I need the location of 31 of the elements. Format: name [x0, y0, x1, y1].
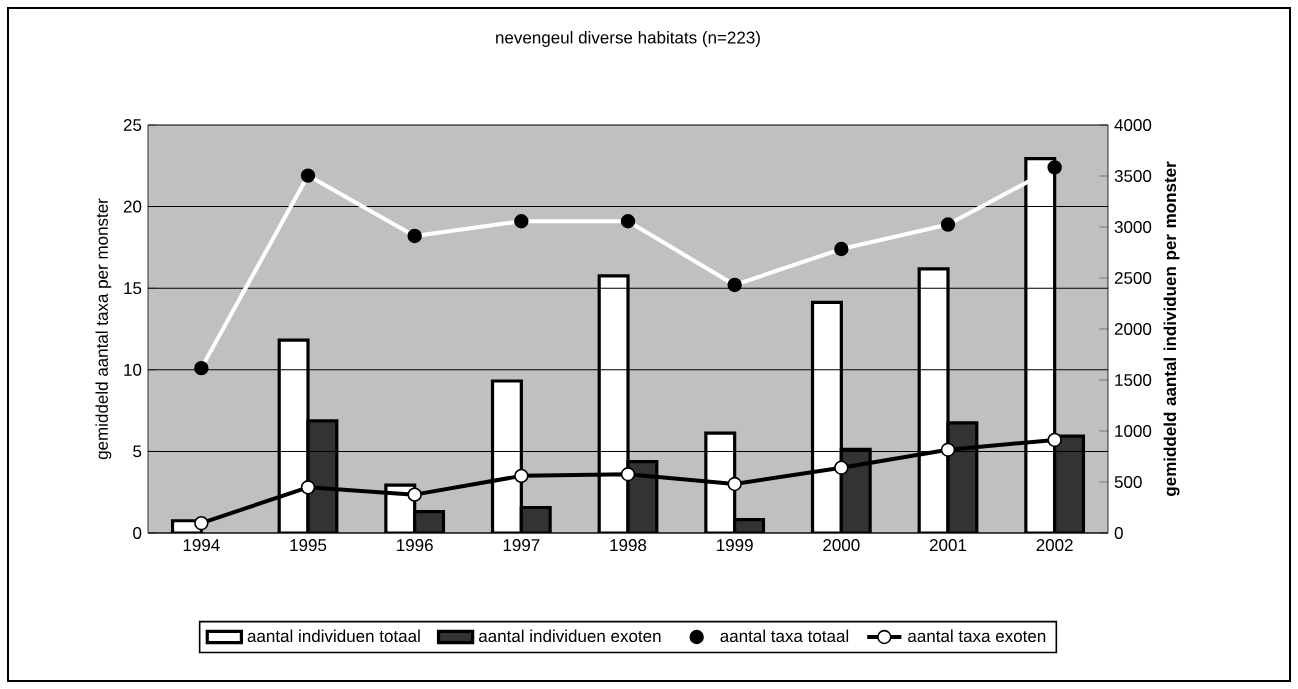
x-tick-label: 1998	[610, 539, 647, 552]
legend-label: aantal individuen exoten	[478, 629, 661, 643]
y2-tick-label: 500	[1114, 475, 1142, 488]
y-tick-label: 15	[124, 282, 142, 295]
y-tick-label: 10	[124, 363, 142, 376]
y-tick-label: 25	[123, 118, 142, 131]
y-axis-title: gemiddeld aantal taxa per monster	[95, 198, 112, 460]
x-tick-label: 1996	[397, 539, 433, 552]
x-tick-label: 2000	[823, 539, 860, 552]
y2-tick-label: 2000	[1114, 322, 1152, 335]
y2-tick-label: 4000	[1114, 118, 1152, 131]
y2-axis-title: gemiddeld aantal individuen per monster	[1163, 161, 1180, 496]
x-tick-label: 2002	[1036, 539, 1073, 552]
y2-tick-label: 0	[1114, 526, 1123, 539]
x-tick-label: 1999	[717, 539, 753, 552]
y-tick-label: 20	[123, 200, 142, 213]
y2-tick-label: 1000	[1115, 424, 1152, 437]
y2-tick-label: 3000	[1114, 220, 1152, 233]
y-tick-label: 0	[133, 526, 142, 539]
legend-label: aantal individuen totaal	[247, 629, 420, 643]
y2-tick-label: 1500	[1115, 373, 1152, 386]
legend-label: aantal taxa totaal	[720, 629, 849, 643]
y2-tick-label: 3500	[1114, 169, 1152, 182]
x-tick-label: 2001	[929, 539, 967, 552]
y-tick-label: 5	[133, 445, 142, 458]
legend-label: aantal taxa exoten	[908, 629, 1046, 643]
x-tick-label: 1995	[290, 539, 327, 552]
chart-title: nevengeul diverse habitats (n=223)	[496, 31, 760, 47]
x-tick-label: 1997	[503, 539, 540, 552]
y2-tick-label: 2500	[1114, 271, 1152, 284]
x-tick-label: 1994	[183, 539, 220, 552]
